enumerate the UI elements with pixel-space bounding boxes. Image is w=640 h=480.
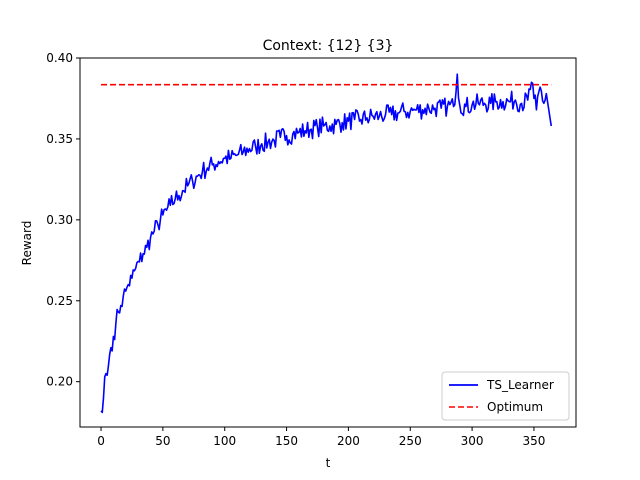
legend-label-ts-learner: TS_Learner — [486, 378, 554, 392]
y-tick-label: 0.25 — [46, 294, 73, 308]
series-layer — [100, 73, 553, 414]
y-tick-label: 0.35 — [46, 132, 73, 146]
x-axis-ticks: 0 50 100 150 200 250 300 350 — [97, 427, 545, 448]
y-tick-label: 0.30 — [46, 213, 73, 227]
x-tick-label: 350 — [522, 434, 545, 448]
y-axis-label: Reward — [20, 221, 34, 266]
x-tick-label: 200 — [337, 434, 360, 448]
plot-area — [79, 57, 577, 428]
x-tick-label: 250 — [399, 434, 422, 448]
series-line-ts-learner — [100, 73, 553, 414]
x-axis-label: t — [326, 456, 331, 470]
x-tick-label: 300 — [461, 434, 484, 448]
axes-background — [80, 58, 576, 427]
legend-box — [441, 371, 570, 421]
x-tick-label: 100 — [213, 434, 236, 448]
x-tick-label: 50 — [155, 434, 170, 448]
x-tick-label: 0 — [97, 434, 105, 448]
legend: TS_Learner Optimum — [441, 371, 570, 421]
legend-label-optimum: Optimum — [487, 400, 543, 414]
y-tick-label: 0.20 — [46, 375, 73, 389]
chart-title: Context: {12} {3} — [263, 38, 394, 54]
y-axis-ticks: 0.20 0.25 0.30 0.35 0.40 — [46, 51, 80, 389]
axes-frame — [79, 57, 577, 428]
y-tick-label: 0.40 — [46, 51, 73, 65]
x-tick-label: 150 — [275, 434, 298, 448]
